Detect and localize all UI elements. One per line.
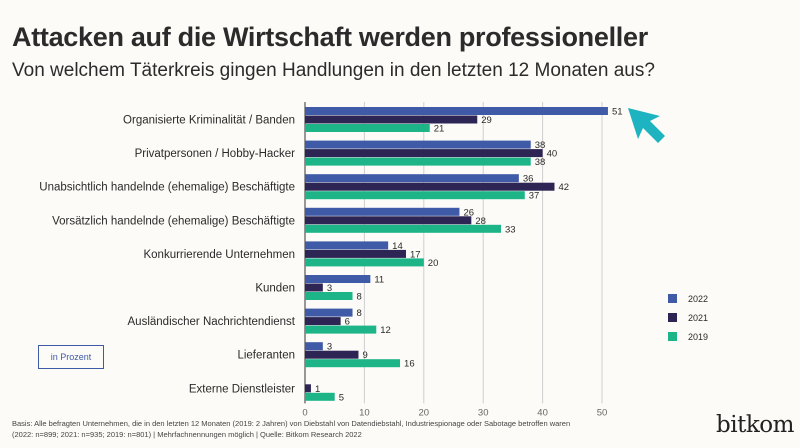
bar-2021	[305, 216, 472, 225]
bar-2019	[305, 124, 430, 132]
x-tick-label: 0	[302, 407, 307, 418]
bar-2022	[305, 275, 371, 283]
footnote-line: (2022: n=899; 2021: n=935; 2019: n=801) …	[12, 430, 362, 439]
category-label: Externe Dienstleister	[189, 383, 295, 395]
bar-2019	[305, 191, 525, 200]
data-label: 51	[612, 107, 623, 118]
data-label: 20	[428, 258, 439, 269]
legend-label: 2019	[688, 332, 708, 342]
category-label: Privatpersonen / Hobby-Hacker	[135, 148, 296, 160]
category-label: Vorsätzlich handelnde (ehemalige) Beschä…	[52, 215, 295, 227]
bar-2019	[305, 359, 401, 368]
data-label: 3	[327, 283, 332, 294]
cursor-arrow-icon	[628, 108, 665, 143]
bar-2019	[305, 292, 353, 300]
data-label: 38	[535, 140, 546, 151]
data-label: 33	[505, 224, 516, 235]
data-label: 9	[362, 350, 367, 361]
x-tick-label: 10	[359, 407, 370, 418]
data-label: 42	[558, 182, 569, 193]
x-tick-label: 30	[478, 407, 489, 418]
bar-2022	[305, 342, 323, 351]
unit-label: in Prozent	[38, 345, 104, 369]
data-label: 28	[475, 216, 486, 227]
footnote: Basis: Alle befragten Unternehmen, die i…	[12, 418, 570, 440]
data-label: 14	[392, 241, 403, 252]
data-label: 38	[535, 157, 546, 168]
data-label: 6	[345, 317, 350, 328]
x-tick-label: 40	[537, 407, 548, 418]
data-label: 8	[357, 292, 362, 303]
data-label: 21	[434, 124, 445, 135]
chart-subtitle: Von welchem Täterkreis gingen Handlungen…	[12, 60, 655, 81]
bar-2021	[305, 283, 323, 292]
data-label: 37	[529, 191, 540, 202]
bar-2022	[305, 174, 519, 183]
bar-2019	[305, 224, 502, 233]
bar-2019	[305, 258, 424, 267]
data-label: 1	[315, 384, 320, 395]
bar-2021	[305, 115, 478, 124]
category-label: Unabsichtlich handelnde (ehemalige) Besc…	[39, 182, 295, 194]
data-label: 3	[327, 342, 332, 353]
data-label: 16	[404, 359, 415, 370]
bar-2019	[305, 157, 531, 166]
bitkom-logo: bitkom	[716, 412, 794, 438]
category-label: Organisierte Kriminalität / Banden	[123, 115, 295, 127]
bar-2022	[305, 308, 353, 317]
bar-2022	[305, 107, 608, 115]
data-label: 29	[481, 115, 492, 126]
chart-title: Attacken auf die Wirtschaft werden profe…	[12, 22, 648, 52]
legend-label: 2022	[688, 294, 708, 304]
data-label: 26	[463, 207, 474, 218]
data-label: 11	[374, 275, 384, 286]
data-label: 17	[410, 249, 421, 260]
bar-2022	[305, 207, 460, 216]
bar-2021	[305, 149, 543, 158]
footnote-line: Basis: Alle befragten Unternehmen, die i…	[12, 419, 571, 428]
x-tick-label: 20	[419, 407, 430, 418]
bar-2021	[305, 384, 311, 393]
bar-2022	[305, 140, 531, 149]
legend-swatch-2022	[668, 294, 677, 303]
bar-2021	[305, 249, 406, 258]
bar-2021	[305, 350, 359, 359]
bar-2019	[305, 392, 335, 401]
data-label: 5	[339, 392, 344, 403]
legend-label: 2021	[688, 313, 708, 323]
category-label: Konkurrierende Unternehmen	[143, 249, 295, 261]
data-label: 40	[547, 149, 558, 160]
data-label: 12	[380, 325, 391, 336]
bar-2019	[305, 325, 377, 334]
bar-2021	[305, 317, 341, 326]
data-label: 8	[357, 308, 362, 319]
category-label: Lieferanten	[237, 350, 295, 362]
bar-2021	[305, 182, 555, 191]
data-label: 36	[523, 174, 534, 185]
category-label: Kunden	[255, 283, 295, 295]
x-tick-label: 50	[597, 407, 608, 418]
legend-swatch-2021	[668, 313, 677, 322]
legend-swatch-2019	[668, 332, 677, 341]
bar-2022	[305, 241, 389, 250]
category-label: Ausländischer Nachrichtendienst	[128, 316, 296, 328]
